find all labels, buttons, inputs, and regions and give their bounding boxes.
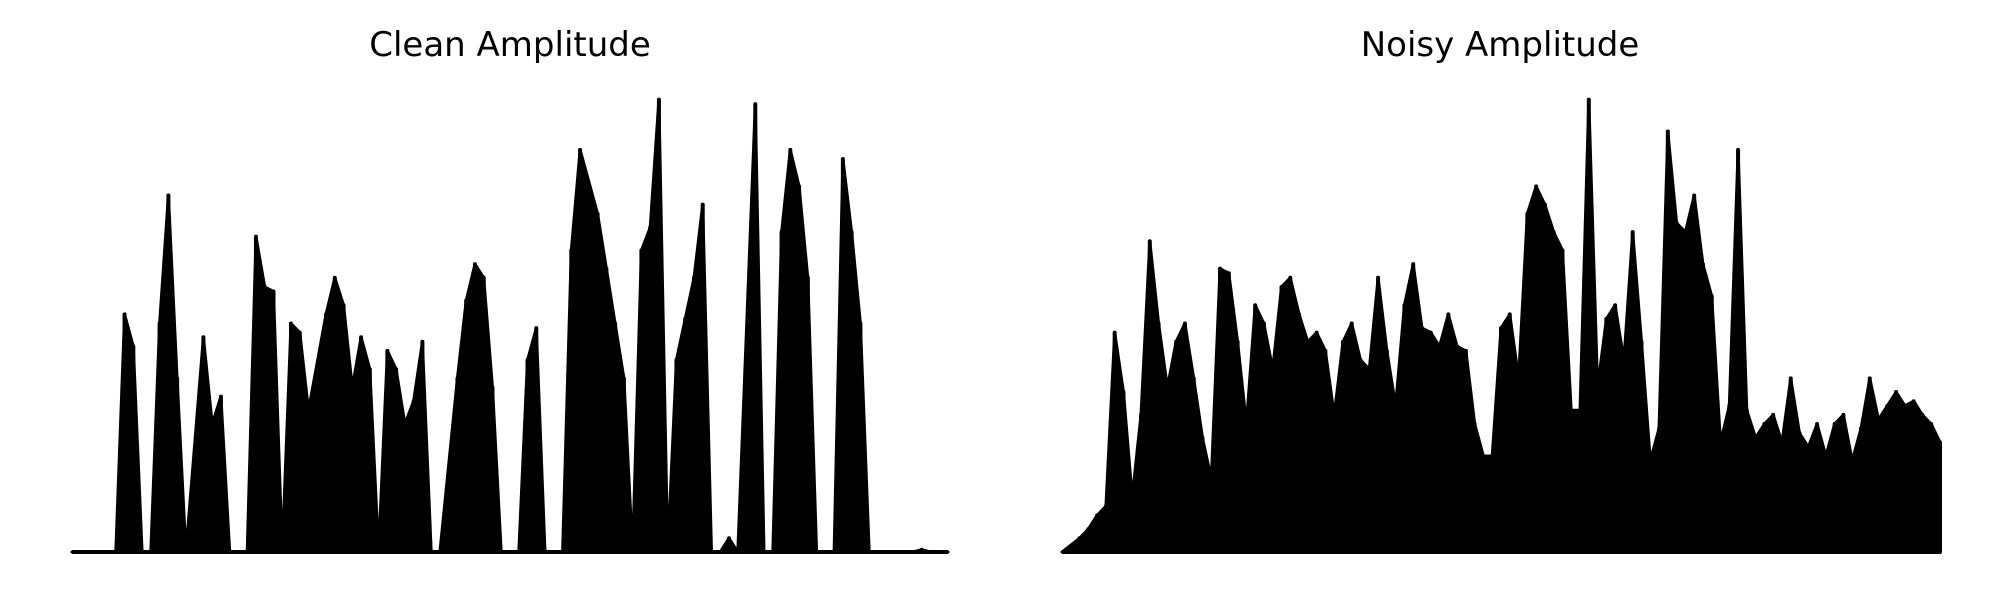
chart-title: Clean Amplitude [369, 25, 651, 65]
plot-area [1060, 97, 1942, 554]
panel-clean-amplitude: Clean Amplitude [70, 25, 950, 554]
plot-area [70, 97, 950, 554]
chart-title: Noisy Amplitude [1361, 25, 1640, 65]
panel-noisy-amplitude: Noisy Amplitude [1060, 25, 1942, 554]
